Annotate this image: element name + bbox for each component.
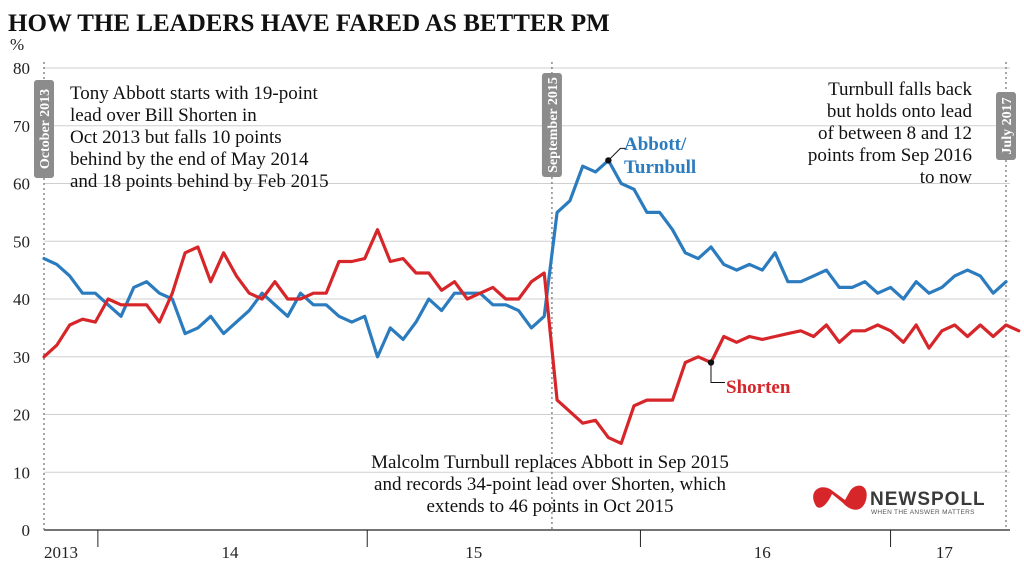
callout-dot <box>707 359 715 366</box>
annotation-line: Turnbull falls back <box>828 79 972 100</box>
annotation-line: and 18 points behind by Feb 2015 <box>70 171 329 192</box>
x-tick-label: 2013 <box>44 543 78 562</box>
logo-word: NEWSPOLL <box>870 489 986 510</box>
chart-title: HOW THE LEADERS HAVE FARED AS BETTER PM <box>8 10 610 37</box>
series-lines <box>42 158 1021 445</box>
annotation-line: points from Sep 2016 <box>808 145 972 166</box>
y-tick-label: 50 <box>13 232 30 251</box>
annotation-line: to now <box>920 167 973 188</box>
y-tick-label: 60 <box>13 175 30 194</box>
date-markers: October 2013 September 2015 July 2017 <box>34 62 1016 530</box>
series-line-shorten <box>42 228 1021 445</box>
date-marker-label: October 2013 <box>38 89 53 169</box>
x-tick-label: 16 <box>754 543 771 562</box>
y-axis-ticks: 0 10 20 30 40 50 60 70 80 <box>13 59 30 540</box>
annotation-line: extends to 46 points in Oct 2015 <box>427 496 674 517</box>
x-axis: 2013 14 15 16 17 <box>44 530 953 562</box>
y-tick-label: 70 <box>13 117 30 136</box>
annotation-line: Tony Abbott starts with 19-point <box>70 83 319 104</box>
annotation-turnbull-replaces: Malcolm Turnbull replaces Abbott in Sep … <box>371 452 729 517</box>
x-tick-label: 15 <box>465 543 482 562</box>
y-tick-label: 20 <box>13 406 30 425</box>
y-tick-label: 40 <box>13 290 30 309</box>
y-tick-label: 0 <box>22 521 31 540</box>
series-label-abbott-turnbull: Abbott/ <box>624 134 687 155</box>
series-label-shorten: Shorten <box>726 377 791 398</box>
series-label-abbott-turnbull: Turnbull <box>624 157 696 178</box>
date-marker-label: September 2015 <box>546 77 561 173</box>
newspoll-swoosh-icon <box>813 485 867 510</box>
x-tick-label: 14 <box>221 543 239 562</box>
date-marker-tag <box>541 73 562 177</box>
annotation-line: Malcolm Turnbull replaces Abbott in Sep … <box>371 452 729 473</box>
annotation-line: Oct 2013 but falls 10 points <box>70 127 282 148</box>
y-tick-label: 80 <box>13 59 30 78</box>
series-callouts: Abbott/Turnbull Shorten <box>605 134 791 398</box>
x-tick-label: 17 <box>936 543 954 562</box>
newspoll-logo: NEWSPOLL WHEN THE ANSWER MATTERS <box>813 485 986 516</box>
date-marker-label: July 2017 <box>1000 97 1015 154</box>
gridlines <box>44 67 1010 531</box>
callout-leader <box>608 147 627 161</box>
series-line-abbott-turnbull <box>42 158 1008 359</box>
annotation-line: but holds onto lead <box>827 101 973 122</box>
annotation-line: and records 34-point lead over Shorten, … <box>374 474 726 495</box>
logo-tagline: WHEN THE ANSWER MATTERS <box>871 509 975 516</box>
y-tick-label: 30 <box>13 348 30 367</box>
y-axis-unit: % <box>10 35 24 54</box>
date-marker-tag <box>34 80 54 178</box>
annotation-line: of between 8 and 12 <box>818 123 972 144</box>
annotation-line: lead over Bill Shorten in <box>70 105 257 126</box>
annotation-line: behind by the end of May 2014 <box>70 149 309 170</box>
y-tick-label: 10 <box>13 463 30 482</box>
date-marker-tag <box>996 92 1016 160</box>
callout-leader <box>710 362 725 384</box>
